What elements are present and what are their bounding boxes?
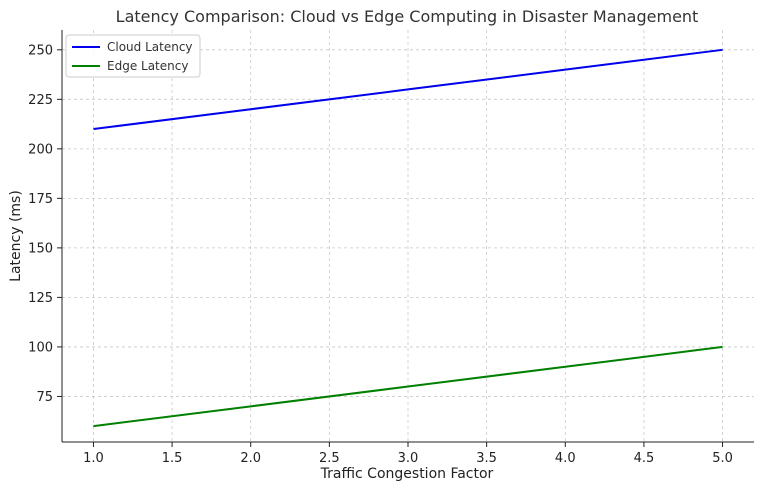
x-tick-label: 2.5	[319, 451, 340, 466]
grid	[62, 30, 754, 442]
x-tick-label: 3.5	[476, 451, 497, 466]
legend-label-cloud-latency: Cloud Latency	[107, 40, 193, 54]
legend-label-edge-latency: Edge Latency	[107, 59, 188, 73]
x-tick-label: 5.0	[712, 451, 733, 466]
y-tick-label: 150	[28, 241, 53, 256]
y-tick-label: 75	[36, 390, 53, 405]
x-tick-label: 4.5	[634, 451, 655, 466]
y-tick-label: 250	[28, 43, 53, 58]
x-tick-label: 1.0	[83, 451, 104, 466]
y-tick-label: 225	[28, 93, 53, 108]
chart-title: Latency Comparison: Cloud vs Edge Comput…	[116, 7, 699, 26]
x-axis-ticks: 1.0 1.5 2.0 2.5 3.0 3.5 4.0 4.5 5.0	[83, 442, 733, 466]
x-axis-label: Traffic Congestion Factor	[320, 466, 494, 482]
x-tick-label: 4.0	[555, 451, 576, 466]
y-tick-label: 200	[28, 142, 53, 157]
series-lines	[93, 48, 723, 428]
y-tick-label: 175	[28, 192, 53, 207]
x-tick-label: 1.5	[162, 451, 183, 466]
y-axis-ticks: 75 100 125 150 175 200 225 250	[28, 43, 62, 405]
y-axis-label: Latency (ms)	[8, 190, 24, 282]
x-tick-label: 3.0	[398, 451, 419, 466]
y-tick-label: 100	[28, 340, 53, 355]
x-tick-label: 2.0	[240, 451, 261, 466]
legend: Cloud Latency Edge Latency	[65, 34, 201, 78]
y-tick-label: 125	[28, 291, 53, 306]
